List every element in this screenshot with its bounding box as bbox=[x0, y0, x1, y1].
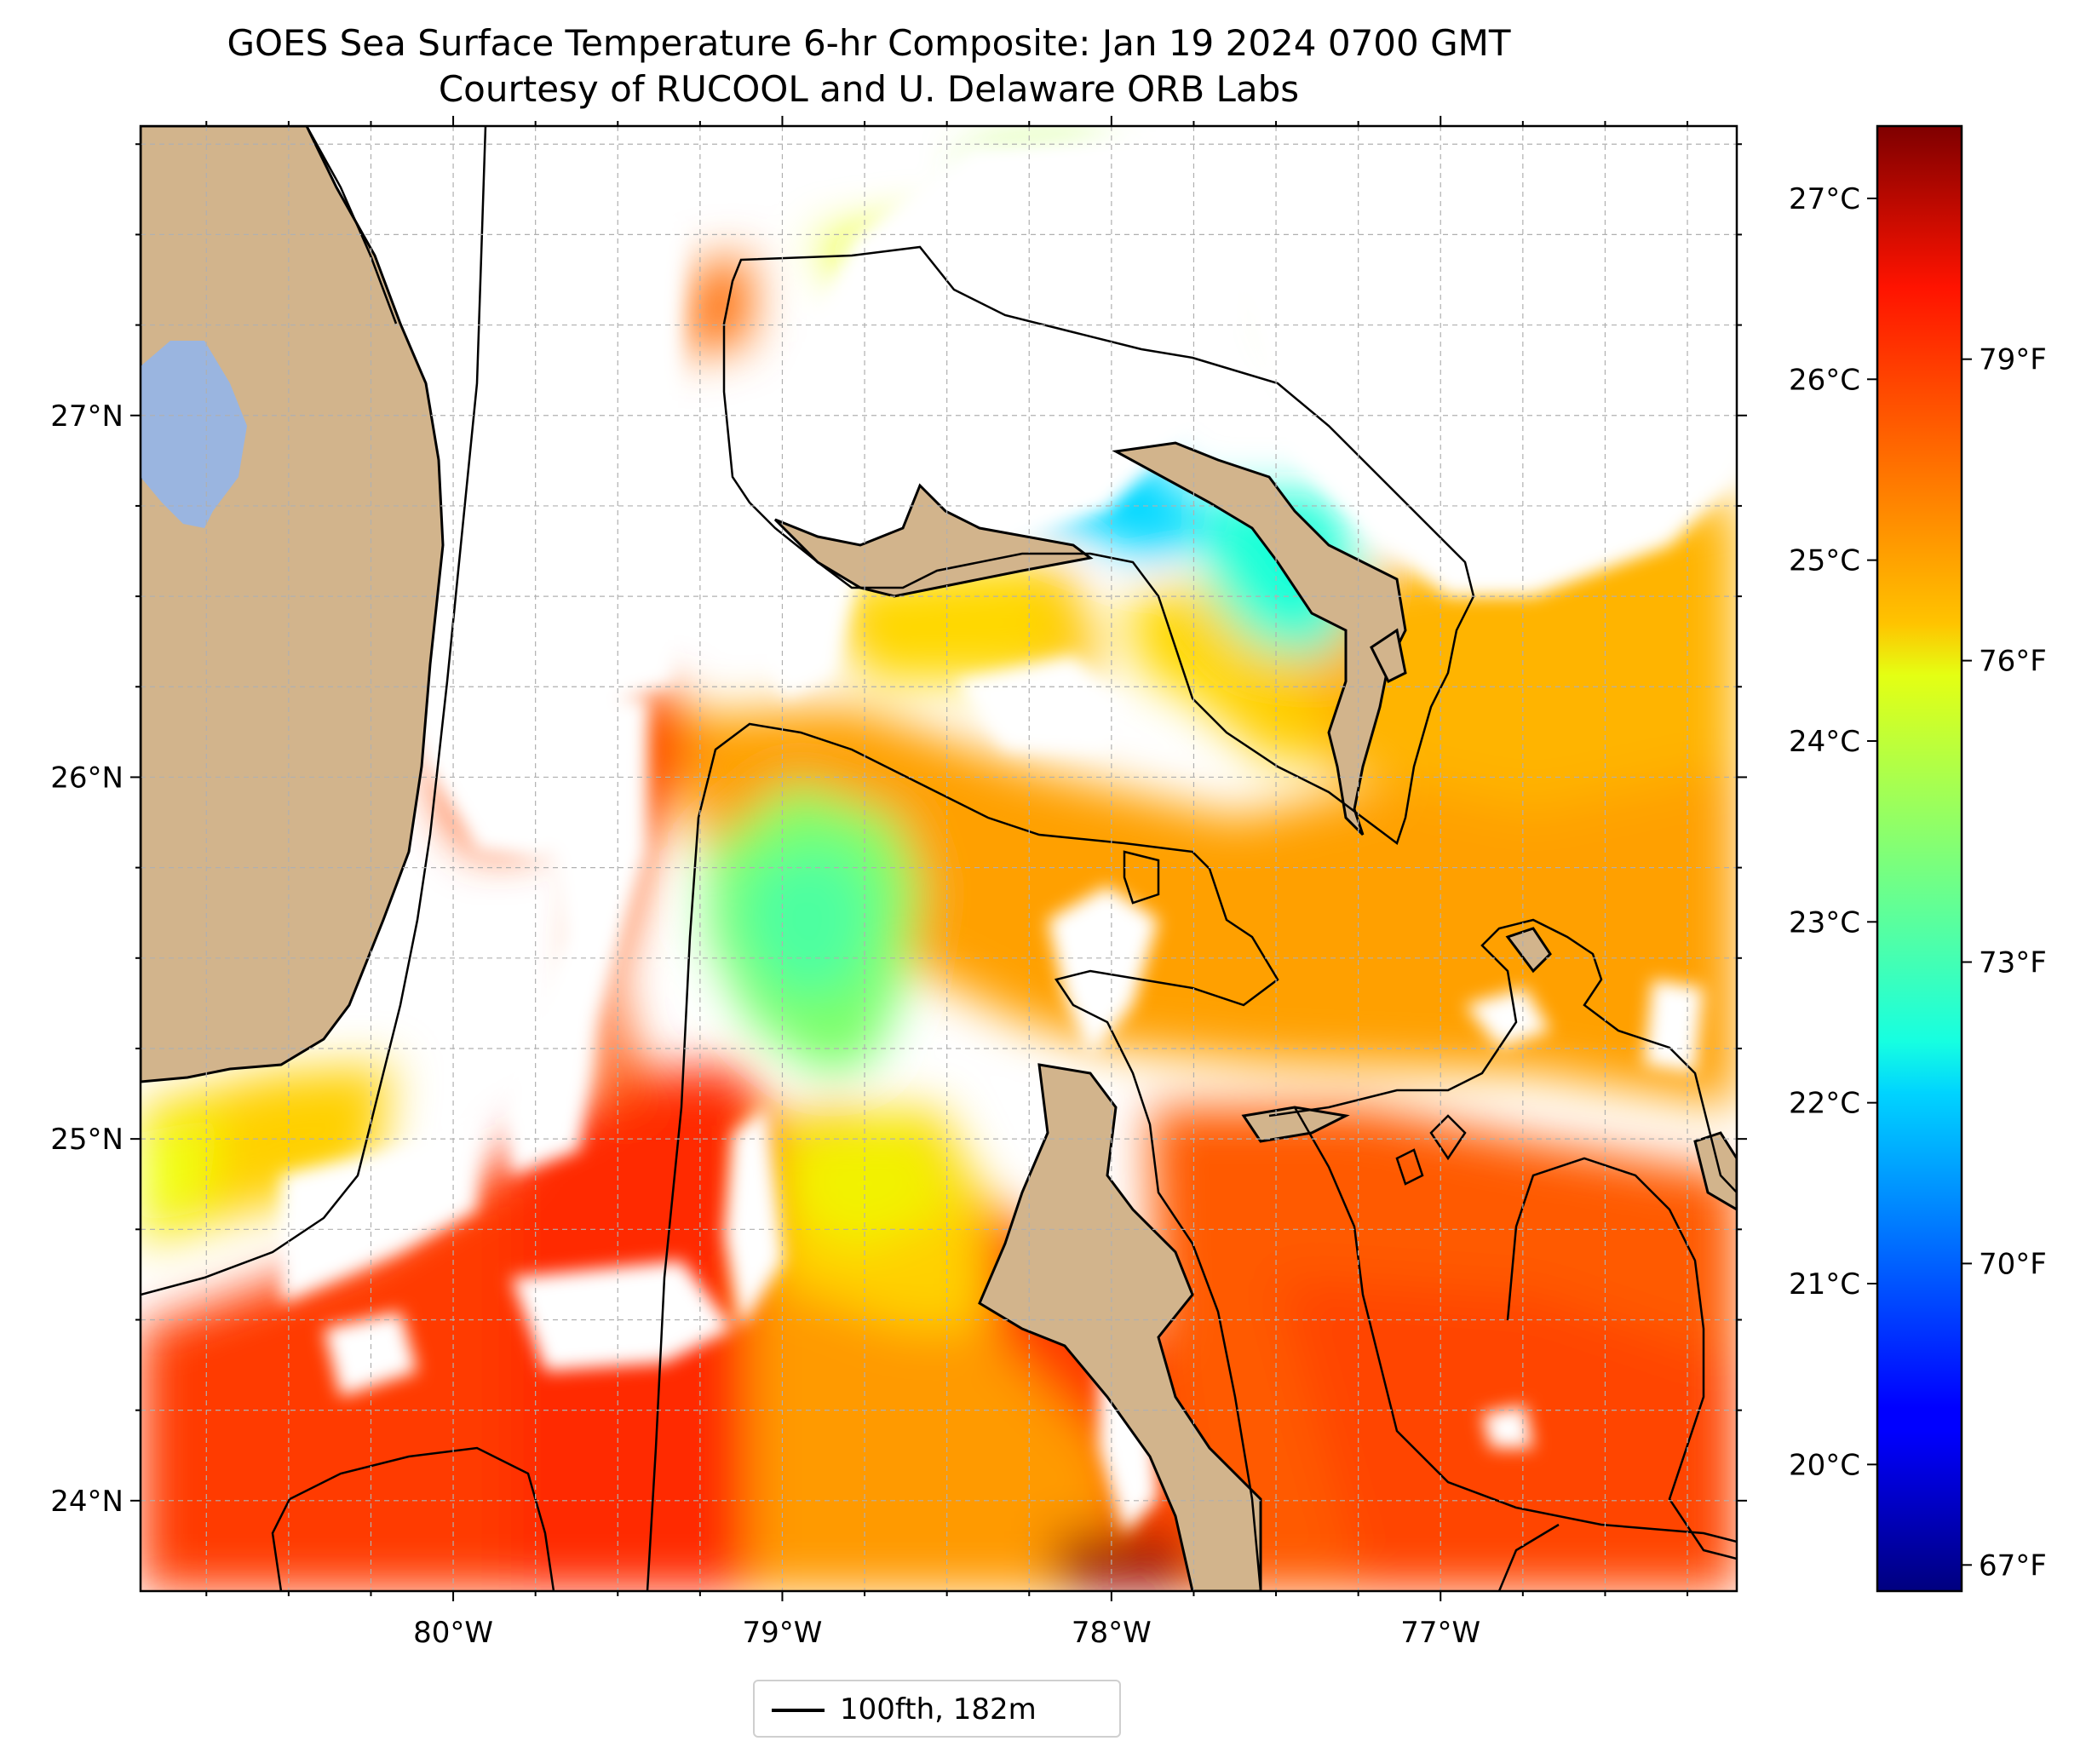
bahamas-land bbox=[773, 441, 1737, 1591]
colorbar-celsius-label: 25°C bbox=[1789, 544, 1860, 578]
colorbar-fahrenheit-ticks: 67°F 70°F 73°F 76°F 79°F bbox=[1962, 343, 2047, 1583]
axis-ticks bbox=[130, 116, 1747, 1601]
colorbar-fahrenheit-label: 76°F bbox=[1979, 645, 2047, 679]
colorbar-celsius-label: 21°C bbox=[1789, 1267, 1860, 1301]
map-frame bbox=[139, 124, 1738, 1593]
colorbar-fahrenheit-label: 79°F bbox=[1979, 343, 2047, 377]
map-area bbox=[141, 126, 1737, 1591]
colorbar-celsius-label: 20°C bbox=[1789, 1448, 1860, 1482]
map-grid bbox=[141, 126, 1737, 1591]
lat-tick-label: 27°N bbox=[50, 399, 124, 434]
lon-tick-label: 80°W bbox=[413, 1616, 493, 1650]
map-title: GOES Sea Surface Temperature 6-hr Compos… bbox=[227, 22, 1511, 64]
lat-tick-label: 24°N bbox=[50, 1485, 124, 1519]
lake-okeechobee bbox=[141, 341, 247, 528]
lon-tick-label: 77°W bbox=[1400, 1616, 1480, 1650]
lat-tick-label: 26°N bbox=[50, 761, 124, 795]
colorbar-celsius-label: 24°C bbox=[1789, 725, 1860, 759]
depth-contours bbox=[141, 126, 1737, 1591]
contour-legend-label: 100fth, 182m bbox=[840, 1692, 1037, 1727]
colorbar-celsius-label: 22°C bbox=[1789, 1087, 1860, 1121]
colorbar-fahrenheit-label: 70°F bbox=[1979, 1247, 2047, 1281]
colorbar-gradient bbox=[1876, 124, 1963, 1593]
colorbar-celsius-label: 27°C bbox=[1789, 182, 1860, 216]
lat-tick-labels: 24°N 25°N 26°N 27°N bbox=[50, 399, 124, 1519]
lon-tick-label: 79°W bbox=[743, 1616, 823, 1650]
lon-tick-label: 78°W bbox=[1072, 1616, 1152, 1650]
colorbar: 20°C 21°C 22°C 23°C 24°C 25°C 26°C 27°C 67°F 70°… bbox=[1789, 124, 2047, 1593]
colorbar-celsius-ticks: 20°C 21°C 22°C 23°C 24°C 25°C 26°C 27°C bbox=[1789, 182, 1877, 1482]
colorbar-fahrenheit-label: 73°F bbox=[1979, 946, 2047, 980]
colorbar-fahrenheit-label: 67°F bbox=[1979, 1549, 2047, 1583]
map-legend: 100fth, 182m bbox=[753, 1680, 1121, 1738]
map-subtitle: Courtesy of RUCOOL and U. Delaware ORB L… bbox=[438, 68, 1300, 110]
colorbar-celsius-label: 23°C bbox=[1789, 905, 1860, 939]
contour-legend-line bbox=[772, 1709, 825, 1712]
lat-tick-label: 25°N bbox=[50, 1123, 124, 1157]
colorbar-celsius-label: 26°C bbox=[1789, 363, 1860, 397]
lon-tick-labels: 80°W 79°W 78°W 77°W bbox=[413, 1616, 1480, 1650]
